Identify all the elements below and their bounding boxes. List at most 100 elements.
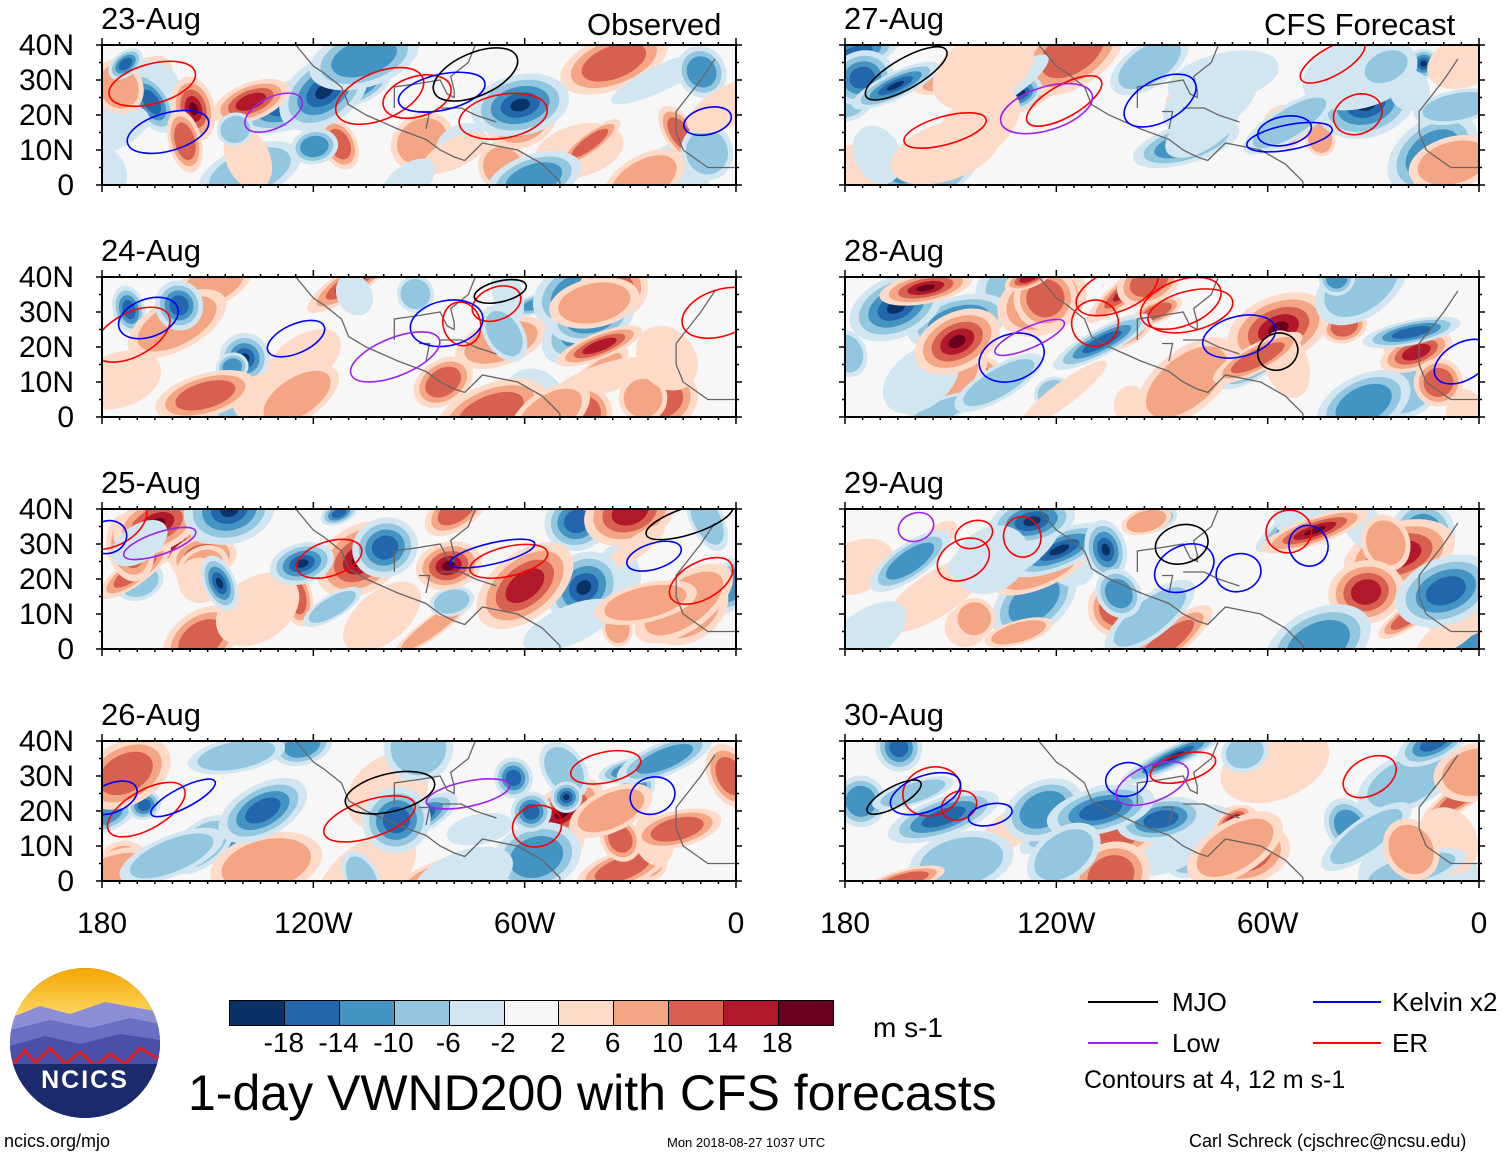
footer-author: Carl Schreck (cjschrec@ncsu.edu) — [1189, 1131, 1467, 1151]
wave-contour — [126, 109, 210, 155]
wind-anomaly-shading — [1417, 140, 1479, 185]
wave-contour — [1215, 552, 1262, 593]
coastline — [1418, 522, 1459, 597]
wave-contour — [967, 802, 1013, 827]
wind-anomaly-shading — [371, 535, 399, 560]
wave-contour — [102, 780, 138, 816]
ncics-logo: NCICS — [10, 968, 160, 1118]
map-panel-29-Aug — [839, 502, 1485, 656]
colorbar-tick-label: 18 — [761, 1027, 793, 1058]
wave-contour — [1154, 523, 1209, 565]
forecast-header: CFS Forecast — [1264, 7, 1456, 42]
wind-anomaly-shading — [1034, 829, 1094, 881]
latitude-tick-label: 40N — [18, 725, 74, 758]
wind-anomaly-shading — [235, 92, 267, 111]
wind-anomaly-shading — [1330, 808, 1403, 865]
panel-date-label: 27-Aug — [844, 1, 944, 36]
wind-anomaly-shading — [421, 131, 489, 175]
wind-anomaly-shading — [523, 598, 616, 649]
coastline — [1183, 803, 1240, 819]
coastline — [440, 803, 497, 819]
colorbar-tick-label: -2 — [490, 1027, 516, 1058]
coastline — [295, 509, 561, 649]
wind-anomaly-shading — [102, 751, 153, 796]
wind-anomaly-shading — [852, 125, 903, 184]
wind-anomaly-shading — [102, 350, 162, 410]
wind-anomaly-shading — [425, 366, 462, 398]
latitude-tick-label: 20N — [18, 99, 74, 132]
colorbar-bin — [559, 1001, 615, 1025]
wind-anomaly-shading — [1401, 343, 1431, 361]
wind-anomaly-shading — [881, 871, 929, 881]
legend-label-low: Low — [1172, 1028, 1220, 1058]
wind-anomaly-shading — [197, 741, 276, 771]
latitude-tick-label: 30N — [18, 528, 74, 561]
latitude-tick-label: 20N — [18, 563, 74, 596]
colorbar-tick-label: -10 — [373, 1027, 414, 1058]
colorbar-bin — [724, 1001, 780, 1025]
wind-anomaly-shading — [845, 785, 877, 817]
longitude-tick-label: 60W — [1236, 907, 1299, 940]
colorbar-bin — [504, 1001, 560, 1025]
coastline — [1038, 509, 1304, 649]
wind-anomaly-shading — [577, 788, 645, 833]
wind-anomaly-shading — [849, 66, 875, 89]
wind-anomaly-shading — [118, 57, 133, 71]
wave-contour — [1288, 524, 1329, 567]
latitude-tick-label: 40N — [18, 493, 74, 526]
latitude-tick-label: 0 — [57, 401, 74, 434]
wave-contour — [1265, 509, 1313, 554]
panel-date-label: 25-Aug — [101, 465, 201, 500]
wind-anomaly-shading — [174, 122, 196, 161]
latitude-tick-label: 10N — [18, 830, 74, 863]
wave-contour — [122, 526, 197, 561]
wave-contour — [409, 299, 484, 348]
wind-anomaly-shading — [331, 509, 347, 519]
coastline — [1038, 45, 1304, 185]
wind-anomaly-shading — [563, 509, 591, 534]
wave-contour — [266, 319, 326, 358]
coastline — [1136, 741, 1219, 804]
wind-anomaly-shading — [390, 741, 447, 776]
observed-header: Observed — [587, 7, 722, 42]
wave-contour — [1299, 45, 1366, 84]
wind-anomaly-shading — [102, 104, 150, 158]
coastline — [1418, 290, 1459, 365]
legend-label-kelvin: Kelvin x2 — [1392, 987, 1498, 1017]
panel-date-label: 23-Aug — [101, 1, 201, 36]
wind-anomaly-shading — [963, 359, 1035, 407]
colorbar-tick-label: 14 — [706, 1027, 738, 1058]
colorbar-tick-label: 6 — [604, 1027, 621, 1058]
map-panel-30-Aug — [839, 734, 1485, 888]
wind-anomaly-shading — [594, 854, 650, 881]
wind-anomaly-shading — [412, 846, 514, 881]
wind-anomaly-shading — [245, 797, 281, 824]
map-panel-26-Aug — [96, 734, 742, 888]
wind-anomaly-shading — [221, 838, 311, 881]
wave-contour — [897, 511, 935, 543]
footer-url[interactable]: ncics.org/mjo — [4, 1131, 111, 1151]
coastline — [1038, 277, 1304, 417]
wave-contour — [1115, 760, 1190, 807]
wind-anomaly-shading — [1365, 520, 1406, 566]
coastline — [675, 290, 716, 365]
coastline — [440, 571, 497, 587]
wind-anomaly-shading — [505, 162, 563, 185]
coastline — [1162, 342, 1174, 362]
wind-anomaly-shading — [1286, 619, 1350, 649]
wind-anomaly-shading — [1122, 804, 1232, 877]
coastline — [295, 741, 561, 881]
coastline — [1136, 277, 1219, 340]
latitude-tick-label: 10N — [18, 366, 74, 399]
coastline — [1162, 110, 1174, 130]
wind-anomaly-shading — [1307, 123, 1333, 153]
panel-date-label: 24-Aug — [101, 233, 201, 268]
wave-contour — [117, 296, 180, 340]
wave-contour — [569, 749, 642, 785]
wave-contour — [1256, 115, 1313, 147]
wind-anomaly-shading — [1138, 619, 1195, 649]
wind-anomaly-shading — [457, 391, 524, 417]
coastline — [1162, 806, 1174, 826]
wind-anomaly-shading — [886, 80, 905, 91]
wind-anomaly-shading — [957, 602, 991, 636]
